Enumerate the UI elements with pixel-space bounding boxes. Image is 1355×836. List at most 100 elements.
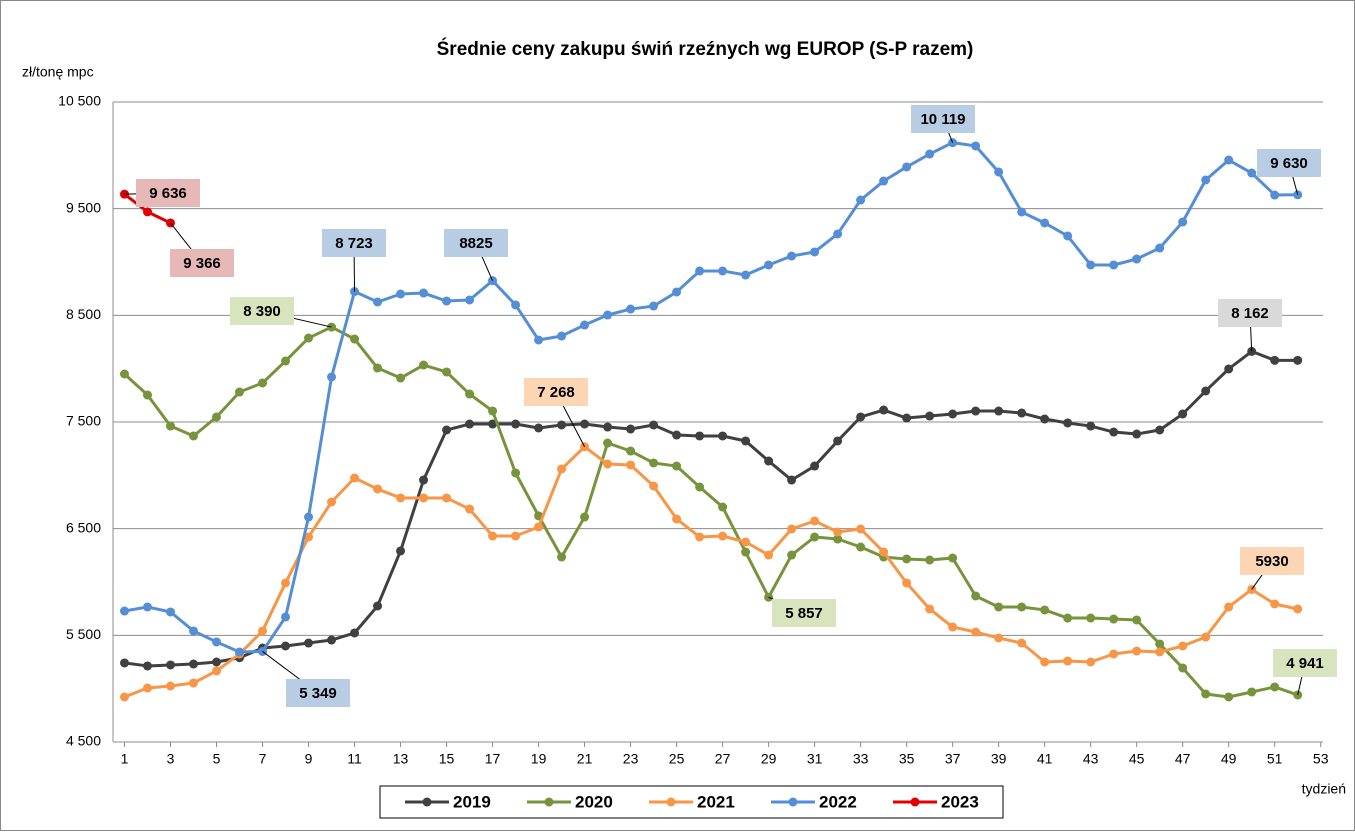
data-point (971, 591, 981, 601)
data-point (350, 628, 360, 638)
x-tick-label: 27 (715, 751, 731, 767)
data-point (1224, 364, 1234, 374)
legend-label: 2021 (697, 792, 735, 811)
x-axis-label: tydzień (1302, 781, 1346, 797)
data-point (1155, 647, 1165, 657)
data-point (212, 657, 222, 667)
data-point (212, 412, 222, 422)
data-point (442, 493, 452, 503)
data-point (925, 411, 935, 421)
data-point (419, 493, 429, 503)
data-point (902, 413, 912, 423)
data-point (902, 162, 912, 172)
x-tick-label: 31 (807, 751, 823, 767)
data-point (396, 493, 406, 503)
data-point (603, 438, 613, 448)
data-point (488, 406, 498, 416)
data-point (925, 149, 935, 159)
data-point (879, 547, 889, 557)
data-point (258, 626, 268, 636)
data-point (1109, 614, 1119, 624)
x-tick-label: 19 (531, 751, 547, 767)
data-point (810, 247, 820, 257)
data-point (741, 547, 751, 557)
x-tick-label: 13 (393, 751, 409, 767)
data-point (373, 297, 383, 307)
data-point (465, 504, 475, 514)
data-point (327, 372, 337, 382)
y-tick-label: 8 500 (66, 306, 101, 322)
data-point (143, 602, 153, 612)
data-point (281, 612, 291, 622)
legend-label: 2020 (575, 792, 613, 811)
data-point (649, 301, 659, 311)
data-point (1132, 429, 1142, 439)
x-tick-label: 7 (259, 751, 267, 767)
data-point (1063, 231, 1073, 241)
data-point (603, 310, 613, 320)
data-point (764, 550, 774, 560)
x-tick-label: 33 (853, 751, 869, 767)
data-label: 9 630 (1270, 155, 1308, 172)
legend-marker (422, 797, 432, 807)
y-tick-label: 7 500 (66, 413, 101, 429)
data-point (350, 473, 360, 483)
data-point (1109, 427, 1119, 437)
data-point (1063, 613, 1073, 623)
x-tick-label: 43 (1083, 751, 1099, 767)
x-tick-label: 1 (121, 751, 129, 767)
x-tick-label: 47 (1175, 751, 1191, 767)
data-label-box (1240, 547, 1304, 575)
data-point (465, 295, 475, 305)
data-point (1017, 408, 1027, 418)
data-point (1155, 639, 1165, 649)
x-tick-label: 45 (1129, 751, 1145, 767)
data-point (212, 666, 222, 676)
data-point (994, 167, 1004, 177)
x-tick-label: 17 (485, 751, 501, 767)
data-label: 7 268 (537, 384, 575, 401)
data-point (373, 363, 383, 373)
data-point (143, 207, 153, 217)
data-point (810, 461, 820, 471)
data-point (442, 425, 452, 435)
data-point (626, 424, 636, 434)
data-point (1040, 657, 1050, 667)
x-tick-label: 9 (305, 751, 313, 767)
data-label-box (1218, 299, 1282, 327)
data-point (1178, 409, 1188, 419)
data-point (511, 531, 521, 541)
data-point (695, 532, 705, 542)
data-point (1017, 638, 1027, 648)
data-point (833, 229, 843, 239)
data-point (925, 555, 935, 565)
data-point (373, 484, 383, 494)
data-point (1132, 615, 1142, 625)
data-point (258, 378, 268, 388)
data-point (787, 524, 797, 534)
data-label: 5 857 (785, 605, 823, 622)
data-point (695, 431, 705, 441)
data-point (649, 481, 659, 491)
data-point (856, 542, 866, 552)
data-point (373, 601, 383, 611)
data-point (281, 578, 291, 588)
data-point (580, 419, 590, 429)
data-point (304, 638, 314, 648)
data-point (304, 512, 314, 522)
x-tick-label: 49 (1221, 751, 1237, 767)
data-point (396, 546, 406, 556)
data-point (1201, 689, 1211, 699)
x-tick-label: 25 (669, 751, 685, 767)
data-point (833, 527, 843, 537)
data-point (741, 537, 751, 547)
data-point (120, 369, 130, 379)
data-point (419, 288, 429, 298)
data-point (1270, 682, 1280, 692)
data-point (143, 661, 153, 671)
data-point (304, 333, 314, 343)
data-point (534, 335, 544, 345)
data-point (166, 681, 176, 691)
data-point (1293, 355, 1303, 365)
data-point (718, 431, 728, 441)
